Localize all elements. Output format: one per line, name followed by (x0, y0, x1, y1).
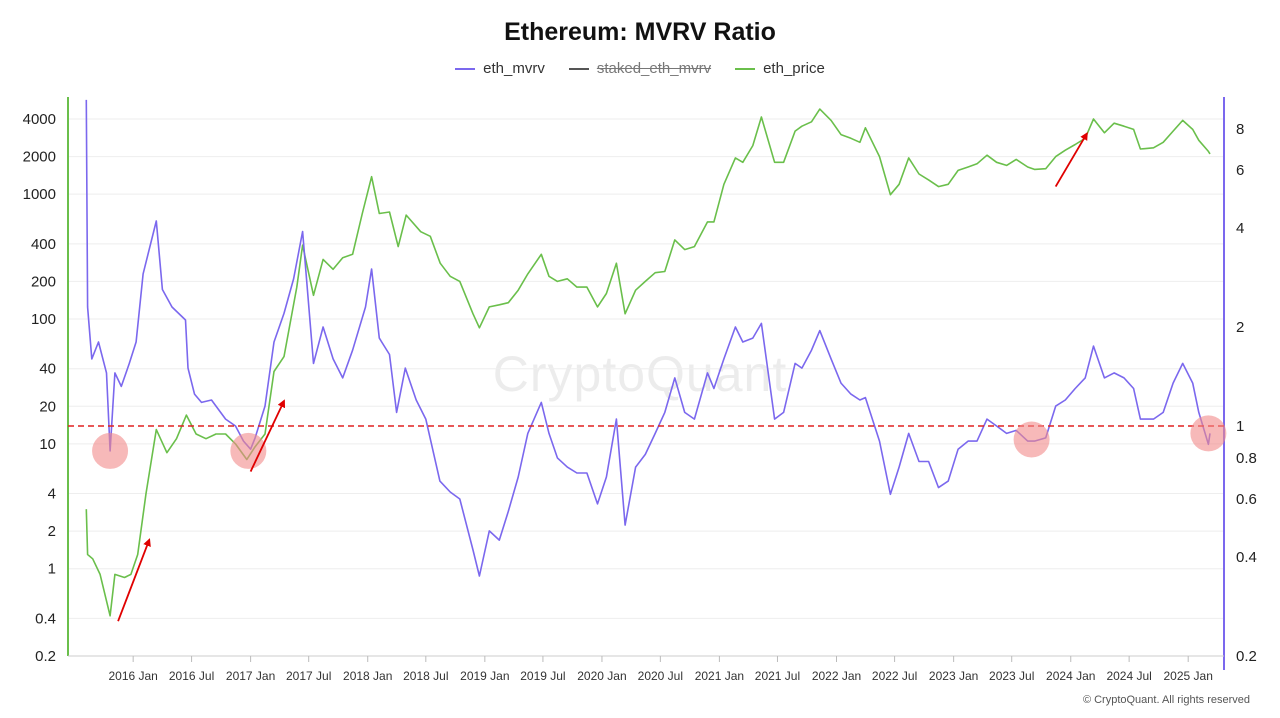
y-left-tick-label: 400 (31, 236, 56, 253)
series-lines (85, 99, 1211, 617)
y-left-tick-label: 20 (39, 398, 56, 415)
x-tick-label: 2021 Jan (695, 669, 744, 683)
x-tick-label: 2018 Jul (403, 669, 448, 683)
y-left-tick-label: 0.2 (35, 648, 56, 665)
series-line-eth-mvrv (85, 99, 1211, 577)
legend: eth_mvrv staked_eth_mvrv eth_price (0, 60, 1280, 77)
copyright-footer: © CryptoQuant. All rights reserved (1082, 694, 1250, 706)
legend-item-eth-price[interactable]: eth_price (735, 60, 825, 77)
x-tick-label: 2024 Jul (1106, 669, 1151, 683)
y-right-tick-label: 0.4 (1236, 549, 1257, 566)
trend-arrow (1054, 131, 1088, 188)
y-left-tick-label: 4 (48, 486, 56, 503)
legend-label-eth-mvrv: eth_mvrv (483, 60, 545, 77)
y-left-tick-label: 200 (31, 273, 56, 290)
x-tick-label: 2022 Jul (872, 669, 917, 683)
x-tick-label: 2025 Jan (1163, 669, 1212, 683)
trend-arrow (249, 399, 286, 472)
x-tick-label: 2019 Jan (460, 669, 509, 683)
highlight-circle (1190, 415, 1227, 452)
legend-item-eth-mvrv[interactable]: eth_mvrv (455, 60, 545, 77)
y-left-tick-label: 4000 (23, 111, 56, 128)
legend-label-staked-eth-mvrv: staked_eth_mvrv (596, 60, 712, 77)
y-right-tick-label: 4 (1236, 220, 1244, 237)
legend-swatch-eth-price (735, 67, 756, 70)
highlight-circle (1013, 421, 1050, 458)
y-left-tick-label: 2 (48, 523, 56, 540)
highlight-circle (92, 432, 129, 469)
highlight-circle (230, 432, 267, 469)
y-left-tick-label: 40 (39, 361, 56, 378)
annotation-circles (92, 415, 1227, 469)
x-tick-label: 2018 Jan (343, 669, 392, 683)
x-tick-label: 2021 Jul (755, 669, 800, 683)
x-tick-label: 2019 Jul (520, 669, 565, 683)
y-right-tick-label: 6 (1236, 162, 1244, 179)
y-left-tick-label: 2000 (23, 149, 56, 166)
y-left-tick-label: 1000 (23, 186, 56, 203)
y-right-tick-label: 0.6 (1236, 491, 1257, 508)
legend-swatch-eth-mvrv (455, 67, 476, 70)
legend-label-eth-price: eth_price (763, 60, 825, 77)
x-tick-label: 2017 Jul (286, 669, 331, 683)
y-left-tick-label: 10 (39, 436, 56, 453)
x-tick-label: 2016 Jan (108, 669, 157, 683)
x-tick-label: 2023 Jul (989, 669, 1034, 683)
x-tick-label: 2016 Jul (169, 669, 214, 683)
y-right-tick-label: 2 (1236, 319, 1244, 336)
y-axis-left-ticks: 4000 2000 1000 400 200 100 40 20 10 4 2 1 0.4 0.2 (23, 111, 56, 665)
y-right-tick-label: 8 (1236, 121, 1244, 138)
annotation-arrows (117, 131, 1088, 622)
x-tick-label: 2023 Jan (929, 669, 978, 683)
legend-swatch-staked-eth-mvrv (568, 67, 589, 70)
y-left-tick-label: 1 (48, 561, 56, 578)
y-right-tick-label: 1 (1236, 418, 1244, 435)
chart-title: Ethereum: MVRV Ratio (504, 18, 776, 46)
x-tick-label: 2017 Jan (226, 669, 275, 683)
trend-arrow (117, 538, 151, 622)
y-right-tick-label: 0.8 (1236, 450, 1257, 467)
grid-lines (68, 118, 1224, 657)
y-left-tick-label: 100 (31, 311, 56, 328)
x-axis-ticks: 2016 Jan 2016 Jul 2017 Jan 2017 Jul 2018 Jan… (108, 656, 1213, 683)
x-tick-label: 2020 Jan (577, 669, 626, 683)
y-axis-right-ticks: 8 6 4 2 1 0.8 0.6 0.4 0.2 (1236, 121, 1257, 665)
y-left-tick-label: 0.4 (35, 610, 56, 627)
x-tick-label: 2022 Jan (812, 669, 861, 683)
y-right-tick-label: 0.2 (1236, 648, 1257, 665)
series-line-eth-price (85, 108, 1211, 617)
legend-item-staked-eth-mvrv[interactable]: staked_eth_mvrv (568, 60, 712, 77)
x-tick-label: 2020 Jul (638, 669, 683, 683)
x-tick-label: 2024 Jan (1046, 669, 1095, 683)
